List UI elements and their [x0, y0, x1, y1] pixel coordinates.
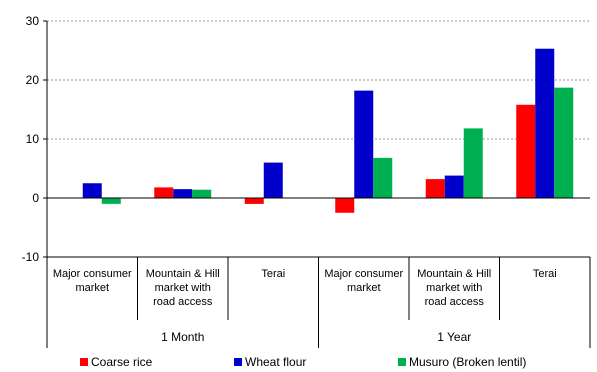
category-label: road access [153, 296, 213, 308]
bar-coarse-rice [244, 198, 264, 204]
bar-musuro-broken-lentil- [192, 189, 212, 198]
category-label: Major consumer [324, 268, 403, 280]
category-label: market with [155, 282, 211, 294]
bar-coarse-rice [516, 104, 536, 198]
legend-swatch [80, 358, 88, 366]
bar-wheat-flour [173, 189, 193, 198]
bar-wheat-flour [354, 90, 374, 198]
category-label: Terai [261, 268, 285, 280]
group-label: 1 Year [437, 330, 471, 344]
bar-wheat-flour [444, 175, 464, 198]
category-label: market [347, 282, 381, 294]
y-tick-label: 30 [26, 14, 40, 28]
legend-swatch [234, 358, 242, 366]
legend-label: Wheat flour [245, 355, 306, 369]
y-tick-label: 10 [26, 132, 40, 146]
y-tick-label: 0 [32, 191, 39, 205]
legend-label: Musuro (Broken lentil) [409, 355, 526, 369]
category-label: road access [425, 296, 485, 308]
category-label: Mountain & Hill [417, 268, 491, 280]
bar-wheat-flour [535, 48, 555, 199]
y-tick-label: -10 [22, 250, 40, 264]
legend-swatch [398, 358, 406, 366]
bar-wheat-flour [263, 162, 283, 198]
category-label: Terai [533, 268, 557, 280]
y-tick-label: 20 [26, 73, 40, 87]
bar-musuro-broken-lentil- [463, 128, 483, 198]
group-label: 1 Month [161, 330, 204, 344]
legend-label: Coarse rice [91, 355, 153, 369]
category-label: Major consumer [53, 268, 132, 280]
category-label: market with [426, 282, 482, 294]
bar-musuro-broken-lentil- [101, 198, 121, 204]
bar-wheat-flour [82, 183, 102, 198]
bar-coarse-rice [154, 187, 174, 198]
bar-coarse-rice [425, 179, 445, 198]
bar-musuro-broken-lentil- [554, 87, 574, 198]
bar-musuro-broken-lentil- [373, 157, 393, 198]
category-label: Mountain & Hill [146, 268, 220, 280]
bar-coarse-rice [335, 198, 355, 213]
category-label: market [75, 282, 109, 294]
